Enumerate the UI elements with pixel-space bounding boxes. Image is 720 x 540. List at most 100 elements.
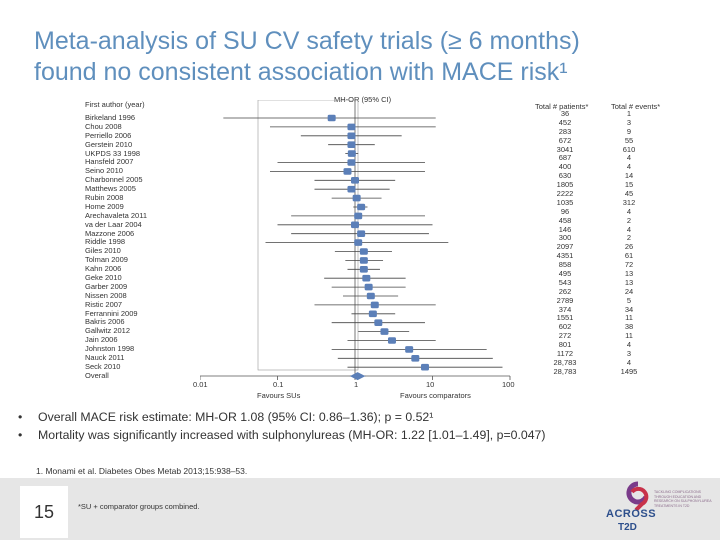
study-name: Overall bbox=[85, 370, 109, 380]
page-number: 15 bbox=[33, 502, 55, 522]
study-name: Seino 2010 bbox=[85, 166, 123, 176]
study-name: Tolman 2009 bbox=[85, 255, 128, 265]
study-patients: 28,783 bbox=[553, 357, 577, 367]
study-marker bbox=[359, 266, 368, 273]
study-list: Birkeland 1996 Chou 2008 Perriello 2006 Ger… bbox=[85, 113, 147, 381]
study-events: 312 bbox=[622, 197, 636, 207]
study-events: 2 bbox=[626, 233, 632, 243]
study-patients: 300 bbox=[558, 233, 572, 243]
study-marker bbox=[359, 257, 368, 264]
study-name: Home 2009 bbox=[85, 201, 124, 211]
footnote: *SU + comparator groups combined. bbox=[78, 502, 200, 511]
study-name: Gerstein 2010 bbox=[85, 139, 133, 149]
bullet-marker: • bbox=[18, 410, 23, 424]
x-tick-label: 10 bbox=[426, 380, 435, 389]
forest-plot bbox=[200, 100, 511, 381]
study-events: 5 bbox=[626, 295, 632, 305]
study-events: 3 bbox=[626, 349, 632, 359]
title-line-1: Meta-analysis of SU CV safety trials (≥ … bbox=[34, 27, 580, 55]
study-name: Matthews 2005 bbox=[85, 184, 136, 194]
footer: 15 *SU + comparator groups combined. ACR… bbox=[0, 478, 720, 540]
study-name: Jain 2006 bbox=[85, 335, 118, 345]
study-events: 4 bbox=[626, 340, 632, 350]
study-marker bbox=[352, 194, 361, 202]
study-patients: 1805 bbox=[556, 180, 574, 190]
page-number-box: 15 bbox=[20, 486, 68, 538]
study-patients: 495 bbox=[558, 269, 572, 279]
study-events: 610 bbox=[622, 144, 636, 154]
study-events: 55 bbox=[624, 135, 634, 145]
study-marker bbox=[347, 132, 356, 140]
study-marker bbox=[368, 310, 377, 318]
title-line-2: found no consistent association with MAC… bbox=[34, 58, 568, 86]
events-column: 1 3 9 55 610 4 4 14 15 45 312 4 2 4 2 26 61 72 13 13 24 5 34 11… bbox=[614, 109, 644, 377]
study-patients: 687 bbox=[558, 153, 572, 163]
study-events: 72 bbox=[624, 260, 634, 270]
study-patients: 4351 bbox=[556, 251, 574, 261]
study-patients: 2097 bbox=[556, 242, 574, 252]
study-marker bbox=[347, 123, 356, 131]
study-patients: 272 bbox=[558, 331, 572, 341]
study-name: Chou 2008 bbox=[85, 121, 122, 131]
study-name: Charbonnel 2005 bbox=[85, 175, 143, 185]
study-marker bbox=[357, 230, 366, 237]
study-events: 4 bbox=[626, 224, 632, 234]
patients-column: 36 452 283 672 3041 687 400 630 1805 2222 1035 96 45… bbox=[540, 109, 590, 377]
study-events: 34 bbox=[624, 304, 634, 314]
study-marker bbox=[347, 141, 356, 148]
overall-diamond bbox=[349, 372, 366, 381]
study-patients: 452 bbox=[558, 117, 572, 127]
study-events: 24 bbox=[624, 286, 634, 296]
study-name: Nauck 2011 bbox=[85, 353, 125, 363]
reference: 1. Monami et al. Diabetes Obes Metab 201… bbox=[36, 466, 248, 476]
x-tick-label: 1 bbox=[354, 380, 359, 389]
bullet-text: Overall MACE risk estimate: MH-OR 1.08 (… bbox=[38, 410, 434, 424]
study-marker bbox=[374, 319, 383, 326]
study-events: 1 bbox=[626, 109, 632, 118]
bullet-text: Mortality was significantly increased wi… bbox=[38, 428, 546, 442]
study-events: 11 bbox=[625, 313, 633, 323]
study-name: UKPDS 33 1998 bbox=[85, 148, 141, 158]
study-name: Rubin 2008 bbox=[85, 193, 124, 203]
study-name: Ristic 2007 bbox=[85, 299, 123, 309]
across-t2d-logo: ACROSS T2D TACKLING COMPLICATIONS THROUG… bbox=[600, 478, 720, 540]
study-events: 13 bbox=[624, 269, 634, 279]
study-patients: 374 bbox=[558, 304, 572, 314]
study-events: 14 bbox=[624, 171, 634, 181]
study-name: Birkeland 1996 bbox=[85, 113, 136, 122]
study-patients: 458 bbox=[558, 215, 572, 225]
study-marker bbox=[343, 168, 352, 175]
study-patients: 146 bbox=[558, 224, 572, 234]
study-patients: 3041 bbox=[556, 144, 574, 154]
study-marker bbox=[327, 114, 336, 122]
study-marker bbox=[351, 177, 359, 184]
study-patients: 2222 bbox=[556, 189, 574, 199]
study-name: Garber 2009 bbox=[85, 281, 128, 291]
study-name: Gallwitz 2012 bbox=[85, 326, 131, 336]
bullet-item: • Overall MACE risk estimate: MH-OR 1.08 … bbox=[18, 408, 546, 426]
study-events: 15 bbox=[624, 180, 634, 190]
study-patients: 1551 bbox=[556, 313, 574, 323]
bullet-marker: • bbox=[18, 428, 23, 442]
study-events: 4 bbox=[626, 206, 632, 216]
study-marker bbox=[347, 159, 356, 166]
study-events: 3 bbox=[626, 117, 632, 127]
logo-sub: T2D bbox=[618, 522, 637, 533]
study-marker bbox=[354, 212, 363, 220]
x-tick-label: 0.1 bbox=[273, 380, 284, 389]
study-patients: 283 bbox=[558, 126, 572, 136]
bullet-list: • Overall MACE risk estimate: MH-OR 1.08 … bbox=[18, 408, 546, 444]
study-events: 4 bbox=[626, 357, 632, 367]
study-patients: 801 bbox=[558, 340, 572, 350]
study-marker bbox=[370, 301, 379, 309]
study-patients: 400 bbox=[558, 162, 572, 172]
study-column-header: First author (year) bbox=[85, 100, 145, 109]
study-patients: 28,783 bbox=[553, 366, 577, 376]
study-marker bbox=[354, 239, 363, 246]
study-name: Riddle 1998 bbox=[85, 237, 126, 247]
study-patients: 1035 bbox=[556, 197, 574, 207]
study-name: Arechavaleta 2011 bbox=[85, 210, 147, 220]
plot-frame bbox=[257, 100, 359, 371]
study-patients: 262 bbox=[558, 286, 572, 296]
logo-name: ACROSS bbox=[606, 508, 657, 520]
